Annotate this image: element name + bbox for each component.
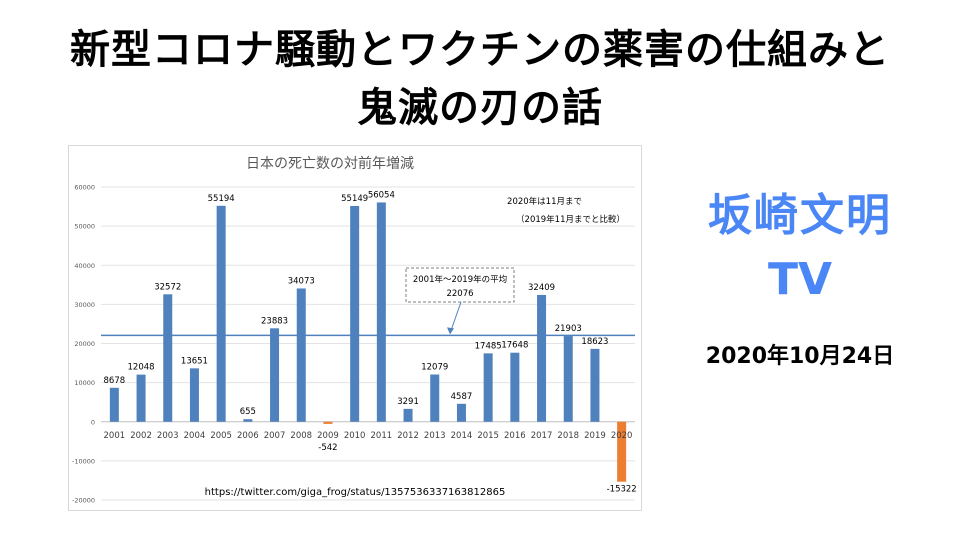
x-tick-label: 2018 [557,431,579,441]
x-tick-label: 2003 [157,431,179,441]
headline-line-1: 新型コロナ騒動とワクチンの薬害の仕組みと [70,27,890,73]
bar [563,336,573,422]
x-tick-label: 2014 [451,431,473,441]
data-label: -15322 [607,485,637,495]
bar [216,205,226,422]
bar [163,294,173,422]
x-tick-label: 2020 [611,431,633,441]
y-tick-label: 0 [91,418,95,426]
data-label: 56054 [368,190,395,200]
y-tick-label: 60000 [74,184,95,192]
data-label: 17485 [475,341,502,351]
channel-name: 坂崎文明 [708,190,892,241]
x-tick-label: 2016 [504,431,526,441]
y-tick-label: 30000 [74,301,95,309]
data-label: 18623 [581,337,608,347]
bar [270,328,280,422]
x-tick-label: 2009 [317,431,339,441]
headline-line-2: 鬼滅の刃の話 [357,85,603,131]
source-url: https://twitter.com/giga_frog/status/135… [205,487,506,498]
bar [403,408,413,422]
y-tick-label: -10000 [72,457,95,465]
note-box: 2020年は11月まで （2019年11月までと比較） [507,196,625,225]
bar [456,403,466,422]
data-label: 655 [240,407,256,417]
average-value: 22076 [446,289,473,299]
y-tick-label: 20000 [74,340,95,348]
bar [189,368,199,422]
bar [350,205,360,422]
x-tick-label: 2013 [424,431,446,441]
x-tick-label: 2008 [290,431,312,441]
data-label: 55149 [341,194,368,204]
bar [323,421,333,424]
gridlines [101,186,635,501]
x-tick-label: 2006 [237,431,259,441]
bar [617,421,627,482]
x-tick-label: 2007 [264,431,286,441]
x-tick-label: 2015 [477,431,499,441]
y-axis-ticks: -20000 -10000 0 10000 20000 30000 40000 50000 60… [72,184,95,505]
x-tick-label: 2002 [130,431,152,441]
x-tick-label: 2011 [371,431,393,441]
bar [243,419,253,422]
bar [510,352,520,422]
data-label: 32409 [528,283,555,293]
bar [537,294,547,422]
y-tick-label: 40000 [74,262,95,270]
average-line-group: 2001年〜2019年の平均 22076 [101,267,635,337]
data-label: 12079 [421,362,448,372]
x-tick-label: 2004 [184,431,206,441]
x-axis-ticks: 2001 2002 2003 2004 2005 2006 2007 2008 2009 2010… [104,431,633,441]
x-tick-label: 2012 [397,431,419,441]
data-label: 3291 [397,397,419,407]
data-label: 23883 [261,316,288,326]
bar [590,348,600,422]
bar [376,202,386,422]
data-label: -542 [318,443,337,453]
x-tick-label: 2017 [531,431,553,441]
bar [483,353,493,422]
y-tick-label: 50000 [74,223,95,231]
average-callout-box [405,267,515,303]
bar [296,288,306,422]
bar [136,374,146,422]
data-label: 32572 [154,282,181,292]
chart-canvas: 日本の死亡数の対前年増減 -20000 -10000 0 10000 20000 3000… [72,155,637,505]
x-tick-label: 2001 [104,431,126,441]
average-pointer-head [447,327,454,335]
x-tick-label: 2019 [584,431,606,441]
y-tick-label: 10000 [74,379,95,387]
video-date: 2020年10月24日 [705,344,895,369]
data-label: 4587 [451,392,473,402]
death-change-chart: 日本の死亡数の対前年増減 -20000 -10000 0 10000 20000 3000… [68,145,642,511]
note-line-1: 2020年は11月まで [507,196,582,207]
channel-suffix: TV [767,254,833,305]
chart-title: 日本の死亡数の対前年増減 [246,155,414,172]
data-label: 13651 [181,356,208,366]
data-label: 17648 [501,341,528,351]
data-label: 21903 [555,324,582,334]
note-line-2: （2019年11月までと比較） [516,214,625,225]
x-tick-label: 2005 [210,431,232,441]
bar [430,374,440,422]
y-tick-label: -20000 [72,497,95,505]
x-tick-label: 2010 [344,431,366,441]
data-label: 12048 [128,363,155,373]
data-label: 55194 [208,194,235,204]
bars [109,202,627,482]
data-label: 8678 [104,376,126,386]
data-label: 34073 [288,276,315,286]
average-label: 2001年〜2019年の平均 [413,274,507,285]
bar [109,387,119,422]
